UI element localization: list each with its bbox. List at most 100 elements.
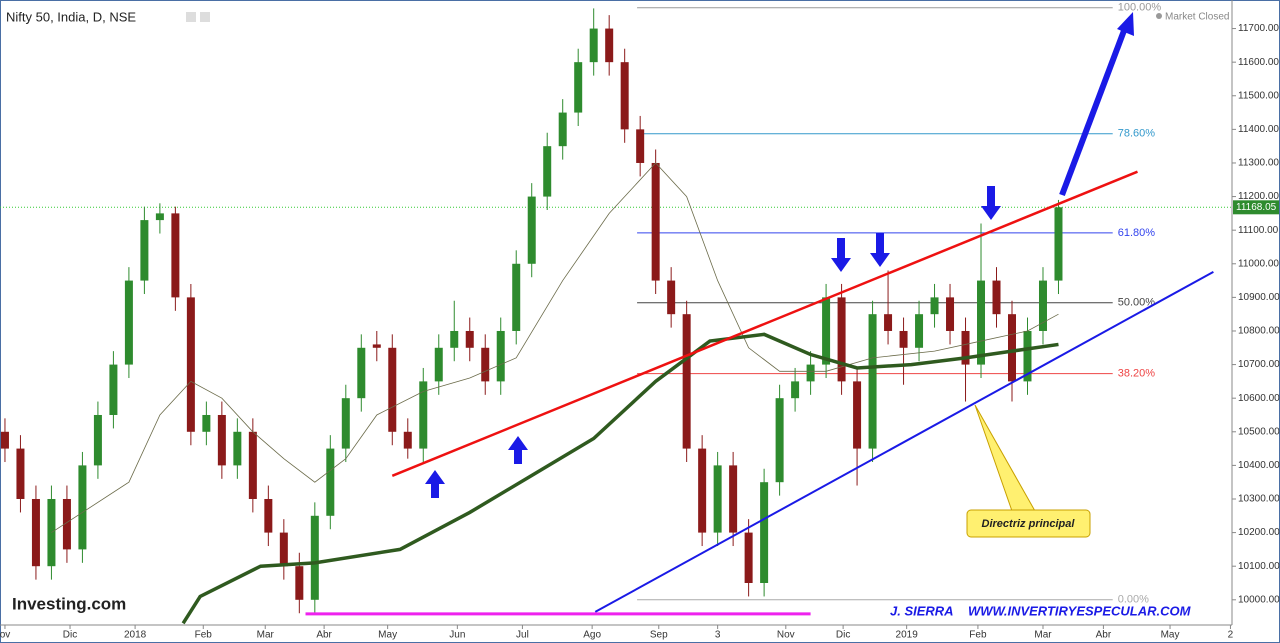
line-series	[391, 170, 1138, 477]
x-tick-label: ov	[0, 630, 10, 641]
candle-body	[186, 297, 195, 432]
arrows	[425, 186, 1001, 498]
candle-body	[853, 381, 862, 449]
x-tick-label: 2019	[896, 630, 919, 641]
candle-body	[822, 297, 831, 365]
x-tick-label: Feb	[969, 630, 987, 641]
icon[interactable]	[200, 12, 210, 22]
x-tick-label: Mar	[1034, 630, 1052, 641]
candle-body	[279, 532, 288, 567]
y-tick-label: 11400.00	[1238, 124, 1279, 135]
candle-body	[915, 314, 924, 348]
y-tick-label: 11200.00	[1238, 191, 1279, 202]
candle-body	[155, 213, 164, 221]
candle-body	[310, 515, 319, 600]
candle-body	[899, 330, 908, 348]
x-tick-label: May	[1161, 630, 1180, 641]
y-tick-label: 10100.00	[1238, 561, 1280, 572]
candle-body	[760, 482, 769, 583]
candle-body	[713, 465, 722, 533]
candle-body	[434, 347, 443, 382]
candle-body	[403, 431, 412, 449]
candle-body	[1008, 314, 1016, 382]
x-tick-label: Abr	[316, 630, 332, 641]
fib-label: 100.00%	[1118, 2, 1162, 14]
candle-body	[233, 431, 242, 466]
candle-body	[202, 414, 211, 432]
candle-body	[930, 297, 939, 315]
candle-body	[574, 62, 583, 113]
y-tick-label: 10000.00	[1238, 594, 1280, 605]
candle-body	[744, 532, 753, 583]
candle-body	[465, 330, 474, 348]
icon[interactable]	[186, 12, 196, 22]
candle-body	[419, 381, 428, 449]
candle-body	[651, 162, 660, 281]
up-arrow	[425, 470, 445, 498]
current-price-box	[1233, 200, 1279, 215]
candle-body	[62, 498, 71, 550]
candle-body	[884, 314, 893, 331]
candle-body	[775, 398, 784, 483]
x-tick-label: 3	[715, 630, 721, 641]
callout-box	[966, 509, 1091, 538]
x-tick-label: Mar	[257, 630, 275, 641]
candle-body	[171, 213, 180, 298]
y-tick-label: 10200.00	[1238, 527, 1280, 538]
y-tick-label: 10300.00	[1238, 494, 1280, 505]
current-price-label: 11168.05	[1236, 202, 1277, 213]
y-tick-label: 11500.00	[1238, 90, 1279, 101]
x-tick-label: May	[378, 630, 397, 641]
candle-body	[93, 414, 102, 466]
x-tick-label: 2018	[124, 630, 147, 641]
candle-body	[729, 465, 738, 533]
candle-body	[605, 28, 614, 63]
x-tick-label: Dic	[836, 630, 850, 641]
candle-body	[682, 314, 691, 449]
x-tick-label: Jul	[516, 630, 529, 641]
candle-body	[791, 381, 800, 399]
candle-body	[543, 146, 552, 197]
y-tick-label: 10700.00	[1238, 359, 1280, 370]
candle-body	[78, 465, 87, 550]
fib-label: 61.80%	[1118, 227, 1156, 239]
x-tick-label: Jun	[449, 630, 465, 641]
candle-body	[1054, 207, 1063, 281]
x-tick-label: 2	[1228, 630, 1234, 641]
y-tick-label: 11600.00	[1238, 57, 1279, 68]
candle-body	[837, 297, 846, 382]
callout-text: Directriz principal	[982, 518, 1076, 530]
candle-body	[0, 431, 9, 449]
candle-body	[264, 498, 273, 533]
y-tick-label: 10400.00	[1238, 460, 1280, 471]
fib-label: 78.60%	[1118, 128, 1156, 140]
candle-body	[961, 330, 970, 365]
y-tick-label: 10500.00	[1238, 426, 1280, 437]
y-tick-label: 10600.00	[1238, 393, 1280, 404]
line-series	[181, 332, 1059, 625]
candle-body	[326, 448, 335, 516]
y-tick-label: 11000.00	[1238, 258, 1279, 269]
x-tick-label: Ago	[583, 630, 601, 641]
market-status: Market Closed	[1165, 12, 1229, 23]
candle-body	[527, 196, 536, 264]
line-series	[594, 270, 1214, 613]
down-arrow	[981, 186, 1001, 220]
candle-body	[806, 364, 815, 382]
candle-body	[341, 398, 350, 449]
y-tick-label: 11300.00	[1238, 158, 1279, 169]
chart-title: Nifty 50, India, D, NSE	[6, 9, 136, 24]
candle-body	[667, 280, 676, 315]
x-tick-label: Nov	[777, 630, 795, 641]
candle-body	[31, 498, 40, 567]
candle-body	[481, 347, 490, 382]
fib-label: 38.20%	[1118, 368, 1156, 380]
candle-body	[558, 112, 567, 147]
candle-body	[1038, 280, 1047, 331]
x-tick-label: Feb	[195, 630, 213, 641]
x-tick-label: Abr	[1096, 630, 1112, 641]
candle-body	[977, 280, 986, 365]
